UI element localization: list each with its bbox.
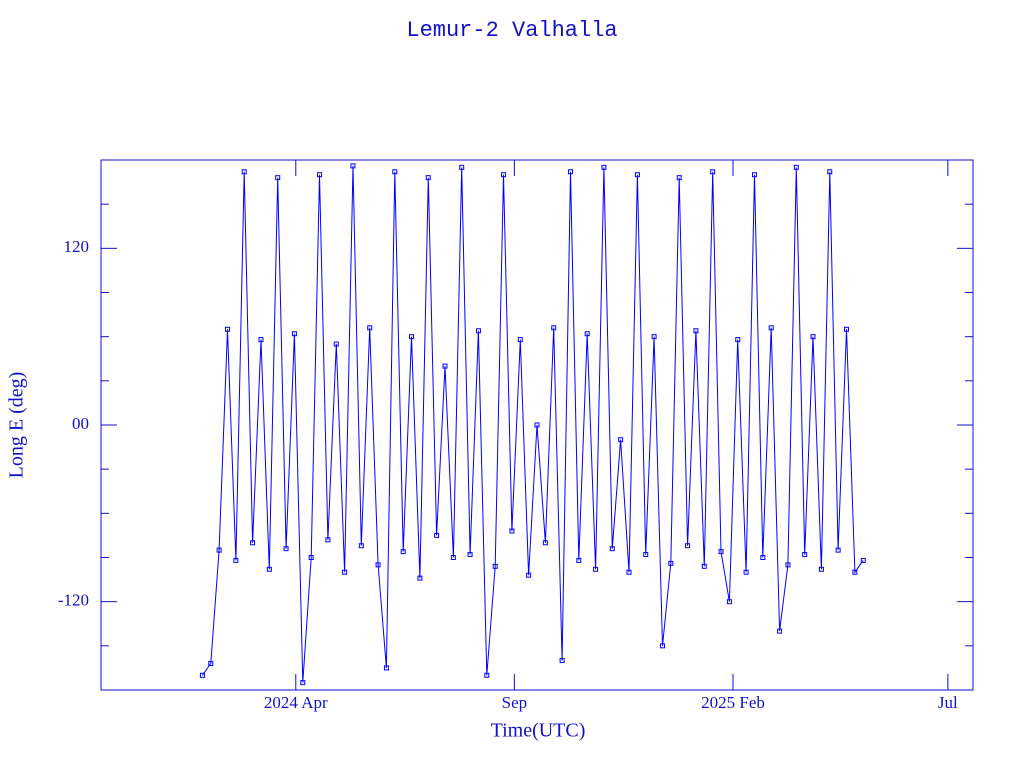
- point-marker: [693, 328, 699, 334]
- point-marker: [266, 566, 272, 572]
- y-tick-label: 00: [72, 414, 89, 433]
- point-marker: [291, 331, 297, 337]
- point-marker: [325, 537, 331, 543]
- point-marker: [659, 643, 665, 649]
- point-marker: [760, 555, 766, 560]
- point-marker: [567, 169, 573, 175]
- point-marker: [651, 334, 657, 340]
- point-marker: [526, 572, 532, 578]
- point-marker: [392, 169, 398, 175]
- x-axis-label: Time(UTC): [491, 720, 586, 742]
- point-marker: [358, 543, 364, 549]
- x-tick-label: Sep: [502, 693, 528, 712]
- point-marker: [860, 557, 866, 563]
- point-marker: [317, 172, 323, 178]
- point-marker: [275, 175, 281, 181]
- point-marker: [233, 557, 239, 563]
- point-marker: [409, 334, 415, 340]
- point-marker: [810, 334, 816, 340]
- chart-title: Lemur-2 Valhalla: [406, 18, 617, 43]
- point-marker: [300, 680, 306, 686]
- point-marker: [802, 552, 808, 558]
- x-tick-label: 2025 Feb: [701, 693, 765, 712]
- point-marker: [208, 661, 214, 666]
- point-marker: [434, 532, 440, 538]
- point-marker: [383, 665, 389, 671]
- point-marker: [852, 569, 858, 575]
- point-marker: [785, 562, 791, 568]
- point-marker: [509, 528, 515, 534]
- point-marker: [551, 325, 557, 331]
- point-marker: [618, 437, 624, 443]
- point-marker: [450, 555, 456, 560]
- point-marker: [417, 575, 423, 581]
- point-marker: [643, 552, 649, 558]
- point-marker: [258, 337, 264, 343]
- point-marker: [241, 169, 247, 175]
- point-marker: [584, 331, 590, 337]
- point-marker: [818, 566, 824, 572]
- point-marker: [225, 326, 231, 332]
- point-marker: [342, 569, 348, 575]
- point-marker: [768, 325, 774, 331]
- point-marker: [517, 337, 523, 343]
- point-marker: [576, 557, 582, 563]
- point-marker: [367, 325, 373, 331]
- point-marker: [534, 422, 540, 428]
- series-line: [201, 165, 864, 683]
- point-marker: [425, 175, 431, 181]
- point-marker: [283, 546, 289, 552]
- point-marker: [400, 549, 406, 555]
- point-marker: [835, 547, 841, 553]
- point-marker: [710, 169, 716, 175]
- point-marker: [751, 172, 757, 178]
- point-marker: [609, 546, 615, 552]
- point-marker: [375, 562, 381, 568]
- point-marker: [726, 599, 732, 605]
- point-marker: [492, 563, 498, 569]
- point-marker: [793, 164, 799, 170]
- point-marker: [467, 552, 473, 558]
- point-marker: [308, 555, 314, 560]
- point-marker: [475, 328, 481, 334]
- point-marker: [718, 549, 724, 555]
- x-tick-label: 2024 Apr: [264, 693, 328, 712]
- point-marker: [459, 164, 465, 170]
- point-marker: [601, 164, 607, 170]
- point-marker: [701, 563, 707, 569]
- point-marker: [501, 172, 507, 178]
- point-marker: [484, 672, 490, 678]
- point-marker: [626, 569, 632, 575]
- point-marker: [350, 163, 356, 169]
- point-marker: [442, 363, 448, 369]
- y-axis-label: Long E (deg): [6, 372, 28, 479]
- point-marker: [827, 169, 833, 175]
- y-tick-label: 120: [64, 237, 90, 256]
- point-marker: [668, 560, 674, 566]
- point-marker: [593, 566, 599, 572]
- point-marker: [634, 172, 640, 178]
- y-tick-label: -120: [58, 591, 89, 610]
- point-marker: [843, 326, 849, 332]
- point-marker: [735, 337, 741, 343]
- point-marker: [676, 175, 682, 181]
- point-marker: [743, 569, 749, 575]
- point-marker: [250, 540, 256, 546]
- point-marker: [199, 672, 205, 678]
- point-marker: [542, 540, 548, 546]
- point-marker: [333, 341, 339, 347]
- point-marker: [216, 547, 222, 553]
- point-marker: [685, 543, 691, 549]
- x-tick-label: Jul: [938, 693, 958, 712]
- point-marker: [777, 628, 783, 634]
- point-marker: [559, 658, 565, 664]
